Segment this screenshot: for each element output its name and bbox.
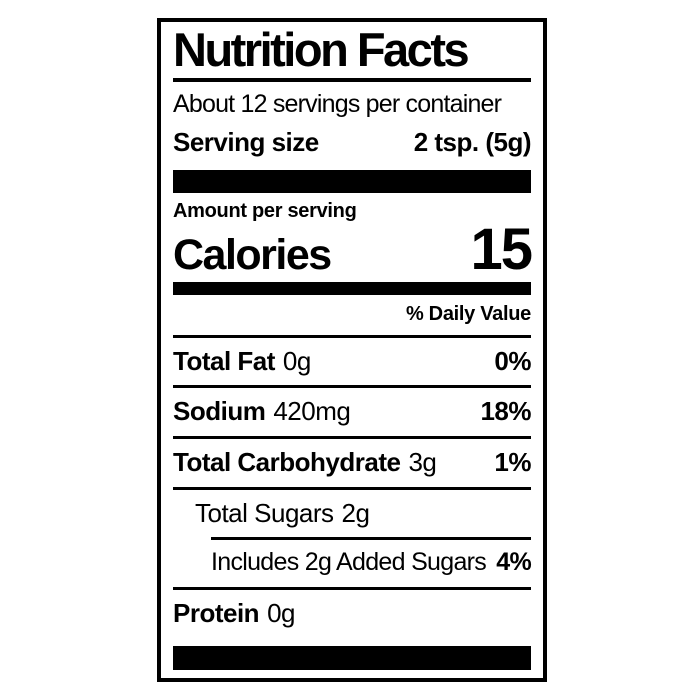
separator-bar-thick-top [173, 169, 531, 193]
row-total-fat: Total Fat 0g 0% [173, 334, 531, 386]
nutrient-name: Includes 2g Added Sugars [211, 548, 487, 577]
row-sodium-left: Sodium 420mg [173, 396, 351, 427]
row-protein-left: Protein 0g [173, 599, 295, 628]
serving-size-label: Serving size [173, 126, 319, 157]
row-total-carbohydrate: Total Carbohydrate 3g 1% [173, 435, 531, 487]
nutrient-amount: 3g [408, 446, 437, 477]
nutrient-amount: 420mg [273, 396, 351, 427]
nutrient-amount: 2g [341, 497, 370, 528]
row-total-carbohydrate-left: Total Carbohydrate 3g [173, 446, 437, 477]
added-sugars-divider [211, 537, 531, 541]
row-total-fat-left: Total Fat 0g [173, 347, 311, 376]
title-rule [173, 77, 531, 82]
nutrient-amount: 0g [267, 597, 295, 628]
row-total-sugars: Total Sugars 2g [173, 486, 531, 538]
daily-value-header: % Daily Value [405, 302, 531, 325]
calories-row: Calories 15 [173, 216, 533, 282]
row-sodium: Sodium 420mg 18% [173, 385, 531, 436]
nutrient-name: Protein [173, 597, 260, 628]
row-added-sugars: Includes 2g Added Sugars 4% [173, 540, 532, 587]
nutrient-name: Total Carbohydrate [173, 446, 401, 477]
nutrition-facts-label: Nutrition Facts About 12 servings per co… [157, 18, 547, 682]
row-total-sugars-left: Total Sugars 2g [195, 497, 370, 528]
row-protein: Protein 0g [173, 586, 531, 638]
serving-size-value: 2 tsp. (5g) [413, 126, 532, 157]
nutrient-amount: 0g [282, 345, 311, 376]
label-title: Nutrition Facts [173, 23, 470, 76]
nutrient-name: Total Fat [173, 345, 275, 376]
nutrient-daily-value: 18% [480, 396, 531, 427]
row-added-sugars-left: Includes 2g Added Sugars [211, 548, 487, 577]
bottom-spacer [173, 637, 531, 640]
amount-per-serving-label: Amount per serving [173, 199, 357, 222]
nutrient-daily-value: 0% [494, 345, 531, 376]
separator-bar-medium [173, 281, 531, 295]
calories-value: 15 [470, 216, 532, 282]
separator-bar-thick-bottom [173, 646, 531, 670]
servings-per-container: About 12 servings per container [173, 89, 502, 118]
nutrient-name: Sodium [173, 396, 266, 427]
nutrient-daily-value: 4% [496, 548, 531, 577]
nutrient-daily-value: 1% [494, 446, 531, 477]
calories-label: Calories [173, 230, 332, 279]
nutrient-name: Total Sugars [195, 497, 334, 528]
serving-size-row: Serving size 2 tsp. (5g) [173, 121, 532, 170]
